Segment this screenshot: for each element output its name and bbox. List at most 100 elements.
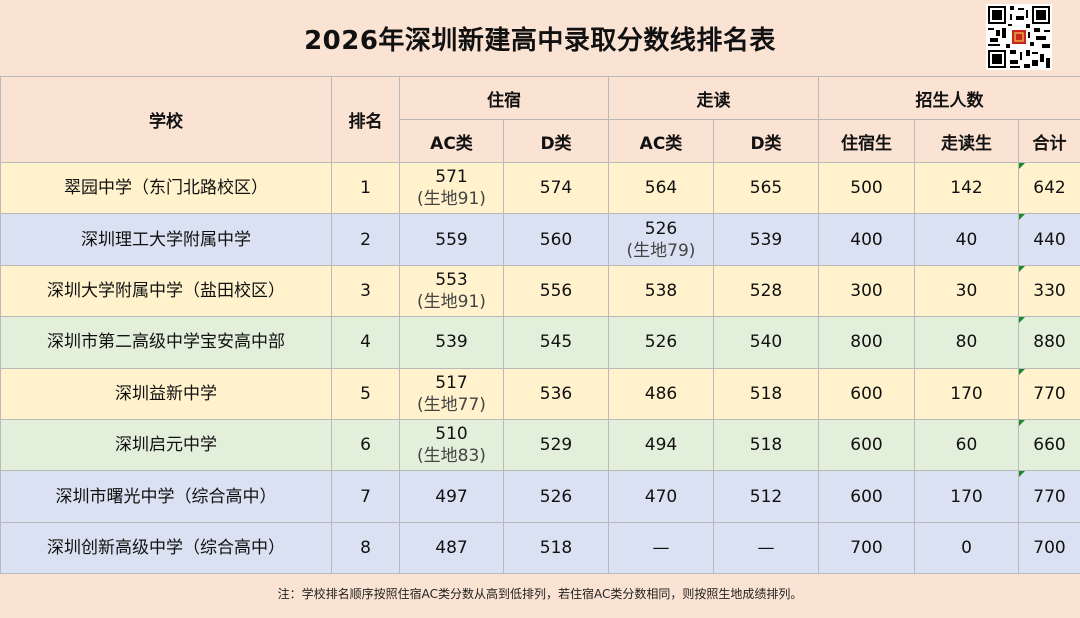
boarding-count-cell: 500 [818,161,915,215]
header-boarding: 住宿 [399,76,609,120]
day-ac-cell: — [608,521,714,575]
header-school: 学校 [0,76,332,163]
score-value: 526 [644,332,678,353]
total-count-cell: 700 [1018,521,1080,575]
score-value: 510 [435,424,468,445]
header-day-ac: AC类 [608,119,714,163]
table-row: 深圳大学附属中学（盐田校区） 3 553 (生地91) 556 538 528 3… [0,264,1080,318]
score-value: 539 [435,332,468,353]
day-count-cell: 60 [914,418,1019,472]
header-rank: 排名 [331,76,400,163]
boarding-count-cell: 600 [818,470,915,523]
qr-code-icon[interactable] [986,4,1052,70]
school-name: 深圳市曙光中学（综合高中） [0,470,332,523]
table-row: 深圳市曙光中学（综合高中） 7 497 526 470 512 600 170 … [0,470,1080,523]
boarding-d-cell: 574 [503,161,609,215]
score-value: 470 [644,486,678,507]
boarding-ac-cell: 539 [399,316,504,369]
day-ac-cell: 470 [608,470,714,523]
day-d-cell: 540 [713,316,819,369]
rank-cell: 6 [331,418,400,472]
day-count-cell: 30 [914,264,1019,318]
header-day: 走读 [608,76,819,120]
score-value: 559 [435,229,468,250]
day-count-cell: 170 [914,367,1019,420]
day-d-cell: 528 [713,264,819,318]
total-count-cell: 440 [1018,213,1080,266]
boarding-ac-cell: 571 (生地91) [399,161,504,215]
day-count-cell: 170 [914,470,1019,523]
boarding-count-cell: 600 [818,418,915,472]
header-boarding-d: D类 [503,119,609,163]
boarding-count-cell: 700 [818,521,915,575]
rank-cell: 2 [331,213,400,266]
day-count-cell: 0 [914,521,1019,575]
table-row: 深圳创新高级中学（综合高中） 8 487 518 — — 700 0 700 [0,521,1080,575]
rank-cell: 3 [331,264,400,318]
school-name: 深圳创新高级中学（综合高中） [0,521,332,575]
day-d-cell: — [713,521,819,575]
total-count-cell: 770 [1018,367,1080,420]
boarding-ac-cell: 510 (生地83) [399,418,504,472]
day-ac-cell: 526 (生地79) [608,213,714,266]
boarding-ac-cell: 497 [399,470,504,523]
boarding-d-cell: 545 [503,316,609,369]
school-name: 深圳市第二高级中学宝安高中部 [0,316,332,369]
header-total: 合计 [1018,119,1080,163]
boarding-ac-cell: 517 (生地77) [399,367,504,420]
school-name: 深圳启元中学 [0,418,332,472]
table-row: 深圳益新中学 5 517 (生地77) 536 486 518 600 170 7… [0,367,1080,420]
boarding-d-cell: 526 [503,470,609,523]
table-row: 深圳市第二高级中学宝安高中部 4 539 545 526 540 800 80 … [0,316,1080,369]
score-sub: (生地77) [417,394,486,415]
score-value: 487 [435,537,468,558]
day-ac-cell: 538 [608,264,714,318]
boarding-count-cell: 800 [818,316,915,369]
rank-cell: 1 [331,161,400,215]
score-value: — [652,537,670,558]
day-d-cell: 565 [713,161,819,215]
total-count-cell: 330 [1018,264,1080,318]
day-count-cell: 142 [914,161,1019,215]
header-day-students: 走读生 [914,119,1019,163]
day-count-cell: 80 [914,316,1019,369]
score-value: 517 [435,372,468,393]
table-row: 深圳理工大学附属中学 2 559 560 526 (生地79) 539 400 4… [0,213,1080,266]
score-value: 526 [644,218,678,239]
header-enroll: 招生人数 [818,76,1080,120]
score-value: 486 [644,383,678,404]
boarding-d-cell: 536 [503,367,609,420]
boarding-ac-cell: 559 [399,213,504,266]
rank-cell: 4 [331,316,400,369]
day-count-cell: 40 [914,213,1019,266]
boarding-d-cell: 556 [503,264,609,318]
boarding-d-cell: 560 [503,213,609,266]
boarding-count-cell: 300 [818,264,915,318]
boarding-d-cell: 518 [503,521,609,575]
boarding-d-cell: 529 [503,418,609,472]
score-value: 571 [435,167,468,188]
total-count-cell: 880 [1018,316,1080,369]
score-value: 497 [435,486,468,507]
boarding-ac-cell: 553 (生地91) [399,264,504,318]
score-value: 538 [644,280,678,301]
rank-cell: 5 [331,367,400,420]
day-ac-cell: 486 [608,367,714,420]
score-table: 学校 排名 住宿 走读 招生人数 AC类 D类 AC类 D类 住宿生 走读生 合… [0,76,1080,575]
school-name: 翠园中学（东门北路校区） [0,161,332,215]
school-name: 深圳益新中学 [0,367,332,420]
rank-cell: 8 [331,521,400,575]
table-row: 翠园中学（东门北路校区） 1 571 (生地91) 574 564 565 500… [0,161,1080,215]
total-count-cell: 660 [1018,418,1080,472]
header-day-d: D类 [713,119,819,163]
header-boarding-students: 住宿生 [818,119,915,163]
day-ac-cell: 564 [608,161,714,215]
day-ac-cell: 494 [608,418,714,472]
total-count-cell: 770 [1018,470,1080,523]
day-d-cell: 512 [713,470,819,523]
day-d-cell: 518 [713,367,819,420]
score-sub: (生地79) [626,240,696,261]
total-count-cell: 642 [1018,161,1080,215]
score-value: 553 [435,269,468,290]
table-row: 深圳启元中学 6 510 (生地83) 529 494 518 600 60 66… [0,418,1080,472]
